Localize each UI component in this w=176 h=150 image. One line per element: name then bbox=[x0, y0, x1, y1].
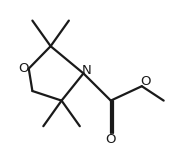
Text: N: N bbox=[82, 64, 92, 77]
Text: O: O bbox=[140, 75, 151, 88]
Text: O: O bbox=[106, 132, 116, 145]
Text: O: O bbox=[18, 62, 29, 75]
